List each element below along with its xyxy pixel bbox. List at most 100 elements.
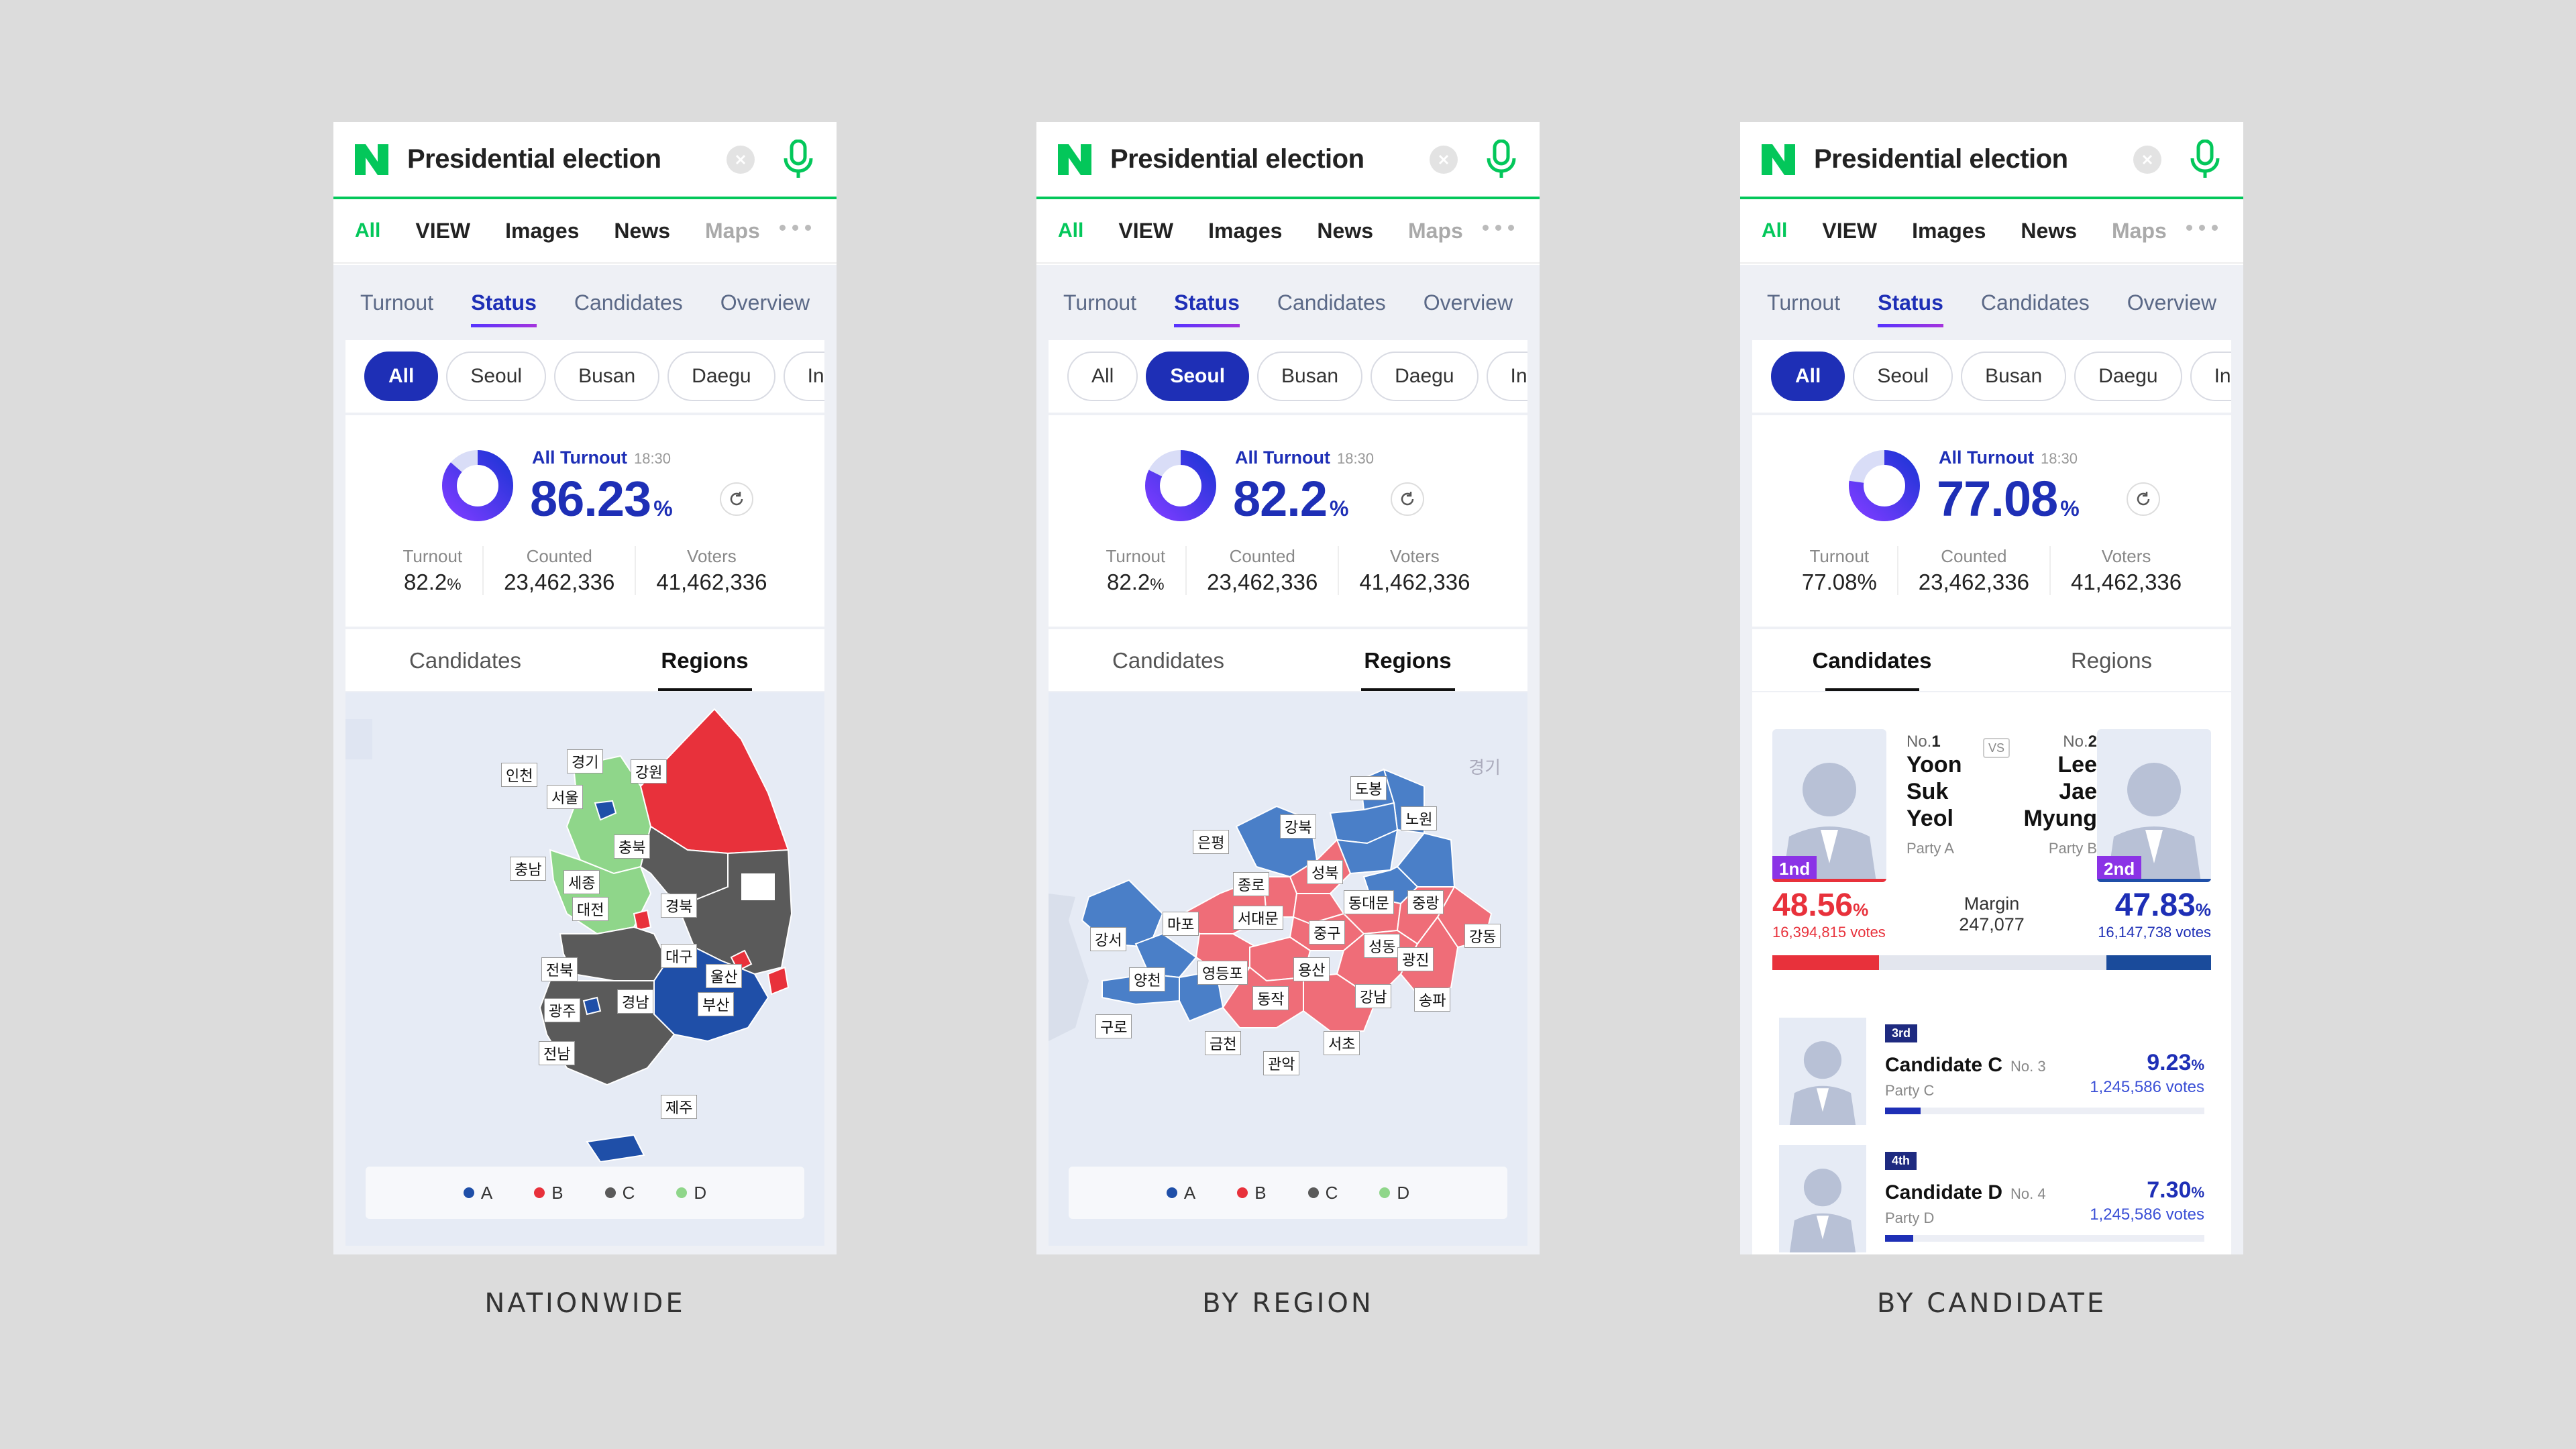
tab-maps[interactable]: Maps bbox=[1408, 218, 1463, 243]
chip-seoul[interactable]: Seoul bbox=[1146, 352, 1250, 401]
chip-daegu[interactable]: Daegu bbox=[2074, 352, 2182, 401]
chip-busan[interactable]: Busan bbox=[1257, 352, 1363, 401]
map-label: 경남 bbox=[617, 989, 654, 1014]
naver-logo-icon[interactable] bbox=[355, 144, 388, 175]
legend-label: A bbox=[480, 1182, 493, 1203]
legend-item: D bbox=[1379, 1183, 1409, 1203]
more-icon[interactable] bbox=[2186, 225, 2218, 231]
map-label: 광진 bbox=[1397, 947, 1434, 971]
tab-maps[interactable]: Maps bbox=[705, 218, 760, 243]
clear-icon[interactable] bbox=[727, 145, 755, 174]
chip-incheon[interactable]: Inche bbox=[2190, 352, 2231, 401]
subtab-turnout[interactable]: Turnout bbox=[1063, 290, 1137, 315]
screen-caption: BY CANDIDATE bbox=[1876, 1288, 2107, 1319]
tab-news[interactable]: News bbox=[1317, 218, 1373, 243]
region-jeju[interactable] bbox=[586, 1134, 645, 1162]
subtab-turnout[interactable]: Turnout bbox=[360, 290, 434, 315]
region-gwangju[interactable] bbox=[582, 996, 602, 1016]
subtab-status[interactable]: Status bbox=[1878, 277, 1943, 329]
map-label: 금천 bbox=[1205, 1031, 1242, 1055]
subtab-overview[interactable]: Overview bbox=[2127, 290, 2217, 315]
tab-images[interactable]: Images bbox=[505, 218, 580, 243]
chip-busan[interactable]: Busan bbox=[554, 352, 660, 401]
screen-caption: NATIONWIDE bbox=[484, 1288, 686, 1319]
subtab-candidates[interactable]: Candidates bbox=[574, 290, 683, 315]
refresh-icon[interactable] bbox=[2127, 482, 2160, 516]
clear-icon[interactable] bbox=[1430, 145, 1458, 174]
map-legend: A B C D bbox=[1069, 1167, 1507, 1219]
tab-view[interactable]: VIEW bbox=[1118, 218, 1174, 243]
chip-incheon[interactable]: Inche bbox=[1486, 352, 1527, 401]
candidate-photo[interactable]: 2nd bbox=[2097, 729, 2211, 882]
chip-seoul[interactable]: Seoul bbox=[446, 352, 547, 401]
search-bar[interactable]: Presidential election bbox=[1036, 122, 1540, 199]
candidate-name: Myung bbox=[2023, 806, 2097, 831]
chip-all[interactable]: All bbox=[364, 352, 439, 401]
search-query[interactable]: Presidential election bbox=[407, 144, 661, 174]
subtab-status[interactable]: Status bbox=[471, 277, 537, 329]
viewtab-candidates[interactable]: Candidates bbox=[1752, 629, 1992, 691]
viewtab-candidates[interactable]: Candidates bbox=[409, 648, 521, 673]
rank-badge: 4th bbox=[1885, 1152, 1917, 1170]
more-icon[interactable] bbox=[780, 225, 811, 231]
tab-all[interactable]: All bbox=[1058, 219, 1084, 241]
turnout-time: 18:30 bbox=[633, 450, 672, 467]
tab-maps[interactable]: Maps bbox=[2112, 218, 2167, 243]
more-icon[interactable] bbox=[1483, 225, 1514, 231]
tab-images[interactable]: Images bbox=[1912, 218, 1986, 243]
map-label: 관악 bbox=[1263, 1051, 1300, 1075]
naver-logo-icon[interactable] bbox=[1762, 144, 1795, 175]
map-label: 부산 bbox=[698, 992, 735, 1016]
region-seoul[interactable] bbox=[594, 800, 617, 821]
vote-share-track bbox=[1885, 1108, 2204, 1114]
candidate-row[interactable]: 3rd Candidate C No. 3 Party C 9.23% 1,245… bbox=[1779, 1018, 2204, 1128]
tab-news[interactable]: News bbox=[614, 218, 670, 243]
chip-busan[interactable]: Busan bbox=[1961, 352, 2067, 401]
region-daejeon[interactable] bbox=[633, 909, 652, 932]
candidate-row[interactable]: 4th Candidate D No. 4 Party D 7.30% 1,245… bbox=[1779, 1145, 2204, 1254]
chip-seoul[interactable]: Seoul bbox=[1853, 352, 1953, 401]
phone-screen: Presidential election All VIEW Images Ne… bbox=[1740, 122, 2243, 1254]
viewtab-regions[interactable]: Regions bbox=[2070, 648, 2153, 673]
phone-screen: Presidential election All VIEW Images Ne… bbox=[1036, 122, 1540, 1254]
tab-view[interactable]: VIEW bbox=[415, 218, 471, 243]
subtab-candidates[interactable]: Candidates bbox=[1980, 290, 2090, 315]
refresh-icon[interactable] bbox=[720, 482, 753, 516]
search-query[interactable]: Presidential election bbox=[1814, 144, 2068, 174]
search-bar[interactable]: Presidential election bbox=[333, 122, 837, 199]
naver-logo-icon[interactable] bbox=[1058, 144, 1091, 175]
subtab-candidates[interactable]: Candidates bbox=[1277, 290, 1386, 315]
search-query[interactable]: Presidential election bbox=[1110, 144, 1364, 174]
candidate-photo[interactable]: 1nd bbox=[1772, 729, 1886, 882]
tab-view[interactable]: VIEW bbox=[1822, 218, 1878, 243]
vote-share-track bbox=[1885, 1235, 2204, 1242]
chip-all[interactable]: All bbox=[1771, 352, 1845, 401]
subtab-status[interactable]: Status bbox=[1174, 277, 1240, 329]
subtab-overview[interactable]: Overview bbox=[1423, 290, 1513, 315]
viewtab-regions[interactable]: Regions bbox=[585, 629, 824, 691]
region-ulsan[interactable] bbox=[767, 966, 790, 996]
subtab-overview[interactable]: Overview bbox=[720, 290, 810, 315]
search-bar[interactable]: Presidential election bbox=[1740, 122, 2243, 199]
legend-dot bbox=[463, 1187, 474, 1198]
viewtab-candidates[interactable]: Candidates bbox=[1112, 648, 1224, 673]
chip-all[interactable]: All bbox=[1067, 352, 1138, 401]
mic-icon[interactable] bbox=[782, 139, 815, 180]
clear-icon[interactable] bbox=[2133, 145, 2161, 174]
tab-all[interactable]: All bbox=[1762, 219, 1788, 241]
region-jeonnam[interactable] bbox=[539, 980, 676, 1086]
tab-all[interactable]: All bbox=[355, 219, 381, 241]
tab-images[interactable]: Images bbox=[1208, 218, 1283, 243]
screen-caption: BY REGION bbox=[1202, 1288, 1374, 1319]
mic-icon[interactable] bbox=[2188, 139, 2222, 180]
candidate-party: Party A bbox=[1907, 840, 1954, 857]
viewtab-regions[interactable]: Regions bbox=[1288, 629, 1527, 691]
chip-daegu[interactable]: Daegu bbox=[1371, 352, 1479, 401]
chip-incheon[interactable]: Inche bbox=[783, 352, 824, 401]
mic-icon[interactable] bbox=[1485, 139, 1518, 180]
refresh-icon[interactable] bbox=[1391, 482, 1424, 516]
tab-news[interactable]: News bbox=[2021, 218, 2077, 243]
chip-daegu[interactable]: Daegu bbox=[667, 352, 775, 401]
map-label: 강원 bbox=[631, 759, 667, 784]
subtab-turnout[interactable]: Turnout bbox=[1767, 290, 1841, 315]
